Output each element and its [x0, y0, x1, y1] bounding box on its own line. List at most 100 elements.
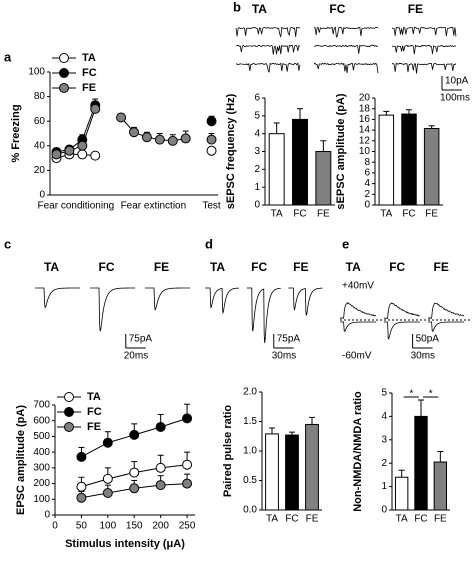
y-tick-label: 0 — [44, 510, 50, 521]
scale-label: 50pA — [416, 334, 440, 345]
legend-marker — [59, 68, 69, 78]
scale-label: 20ms — [124, 351, 148, 362]
legend-marker — [59, 53, 69, 63]
bar — [315, 151, 332, 206]
marker — [102, 488, 113, 498]
y-tick-label: 40 — [34, 140, 46, 151]
y-tick-label: 0 — [364, 200, 370, 211]
trace-header: TA — [210, 260, 225, 274]
marker — [182, 478, 193, 489]
scale-label: 75pA — [277, 334, 301, 345]
trace — [235, 44, 301, 55]
trace — [313, 62, 379, 74]
x-tick-label: FE — [425, 209, 438, 220]
bar — [401, 113, 417, 206]
trace — [391, 26, 457, 37]
marker — [141, 132, 152, 143]
marker — [102, 437, 113, 448]
y-tick-label: 0 — [254, 200, 260, 211]
x-axis-label: Stimulus intensity (μA) — [65, 538, 185, 550]
voltage-label: -60mV — [342, 351, 372, 362]
y-tick-label: 400 — [33, 447, 50, 458]
trace — [235, 62, 301, 73]
marker — [90, 150, 101, 161]
x-tick-label: FE — [306, 514, 319, 525]
marker — [77, 149, 88, 160]
significance-star: * — [409, 389, 413, 400]
legend-label: TA — [87, 391, 101, 403]
y-tick-label: 600 — [33, 415, 50, 426]
panel-letter: b — [233, 0, 241, 14]
trace-header: TA — [252, 2, 267, 16]
x-tick-label: TA — [266, 514, 278, 525]
trace — [288, 287, 323, 316]
y-axis-label: sEPSC frequency (Hz) — [225, 93, 237, 209]
trace-header: FE — [408, 2, 423, 16]
y-tick-label: 700 — [33, 400, 50, 411]
marker — [206, 134, 217, 145]
y-tick-label: 60 — [34, 116, 46, 127]
bar — [292, 118, 308, 206]
y-tick-label: 10 — [359, 146, 371, 157]
legend-marker — [59, 83, 69, 93]
bar — [268, 133, 285, 206]
marker — [155, 422, 166, 432]
trace-header: FC — [329, 2, 345, 16]
y-tick-label: 4 — [254, 128, 260, 139]
x-tick-label: FC — [402, 209, 415, 220]
x-tick-label: FE — [317, 209, 330, 220]
y-tick-label: 3 — [381, 434, 387, 445]
y-tick-label: 0.0 — [243, 505, 257, 516]
y-tick-label: 8 — [364, 157, 370, 168]
x-tick-label: TA — [380, 209, 392, 220]
trace — [235, 26, 301, 39]
x-tick-label: FE — [434, 514, 447, 525]
trace — [145, 287, 191, 311]
bar — [378, 114, 395, 206]
x-group-label: Test — [202, 201, 221, 212]
y-tick-label: 200 — [33, 478, 50, 489]
y-tick-label: 100 — [33, 494, 50, 505]
bar — [265, 433, 279, 511]
y-tick-label: 300 — [33, 462, 50, 473]
bar — [285, 434, 299, 511]
scale-label: 30ms — [272, 351, 296, 362]
y-tick-label: 2.0 — [243, 387, 257, 398]
trace — [339, 302, 377, 319]
y-tick-label: 5 — [254, 110, 260, 121]
scale-label: 100ms — [440, 93, 470, 104]
x-group-label: Fear extinction — [121, 201, 187, 212]
y-tick-label: 12 — [359, 135, 371, 146]
y-tick-label: 14 — [359, 125, 371, 136]
bar — [394, 476, 409, 511]
trace-header: TA — [346, 260, 361, 274]
legend-label: FE — [82, 82, 96, 94]
trace-header: FC — [99, 260, 115, 274]
trace — [90, 287, 136, 332]
marker — [129, 429, 140, 440]
y-axis-label: sEPSC amplitude (pA) — [335, 93, 347, 209]
legend-label: TA — [82, 52, 96, 64]
marker — [180, 133, 191, 144]
trace — [383, 302, 421, 319]
x-tick-label: FC — [293, 209, 306, 220]
x-tick-label: 250 — [179, 521, 196, 532]
trace — [391, 44, 457, 55]
x-tick-label: TA — [396, 514, 408, 525]
y-tick-label: 18 — [359, 103, 371, 114]
y-tick-label: 100 — [28, 67, 45, 78]
trace — [340, 321, 377, 332]
y-axis-label: Non-NMDA/NMDA ratio — [352, 391, 364, 512]
y-axis-label: EPSC amplitude (pA) — [15, 405, 27, 515]
marker — [77, 140, 88, 151]
y-tick-label: 16 — [359, 114, 371, 125]
marker — [129, 127, 139, 138]
panel-letter: e — [342, 236, 349, 251]
panel-letter: d — [205, 236, 213, 251]
marker — [182, 413, 193, 424]
trace-header: TA — [44, 260, 59, 274]
trace — [391, 62, 457, 74]
legend-marker — [64, 407, 74, 417]
legend-label: FC — [87, 406, 102, 418]
